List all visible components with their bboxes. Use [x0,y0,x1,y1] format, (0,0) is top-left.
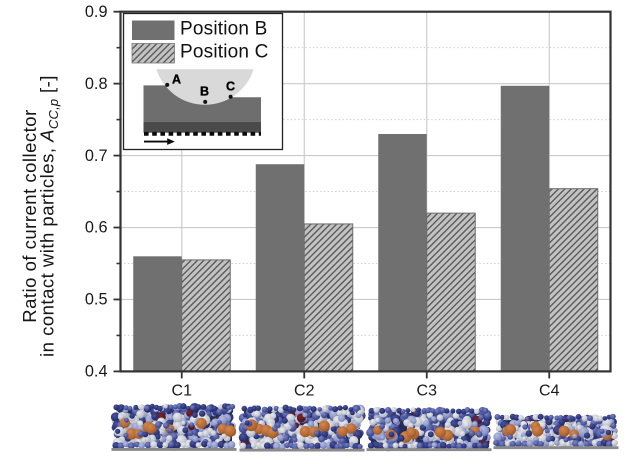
svg-text:C4: C4 [539,383,560,400]
svg-text:0.7: 0.7 [85,147,108,165]
svg-text:in contact with particles, AC: in contact with particles, ACC,p [-] [36,75,61,357]
svg-text:C2: C2 [294,383,315,400]
svg-text:C3: C3 [417,383,438,400]
svg-text:C: C [226,80,235,94]
svg-text:C1: C1 [172,383,193,400]
svg-text:A: A [172,73,181,87]
svg-text:Position B: Position B [180,19,268,40]
svg-text:0.4: 0.4 [85,363,108,381]
svg-text:0.9: 0.9 [85,3,108,21]
svg-text:0.6: 0.6 [85,219,108,237]
svg-text:Position C: Position C [180,42,269,63]
svg-text:0.5: 0.5 [85,291,108,309]
svg-text:B: B [200,85,209,99]
svg-text:Ratio of current collector: Ratio of current collector [19,109,40,323]
svg-text:0.8: 0.8 [85,75,108,93]
